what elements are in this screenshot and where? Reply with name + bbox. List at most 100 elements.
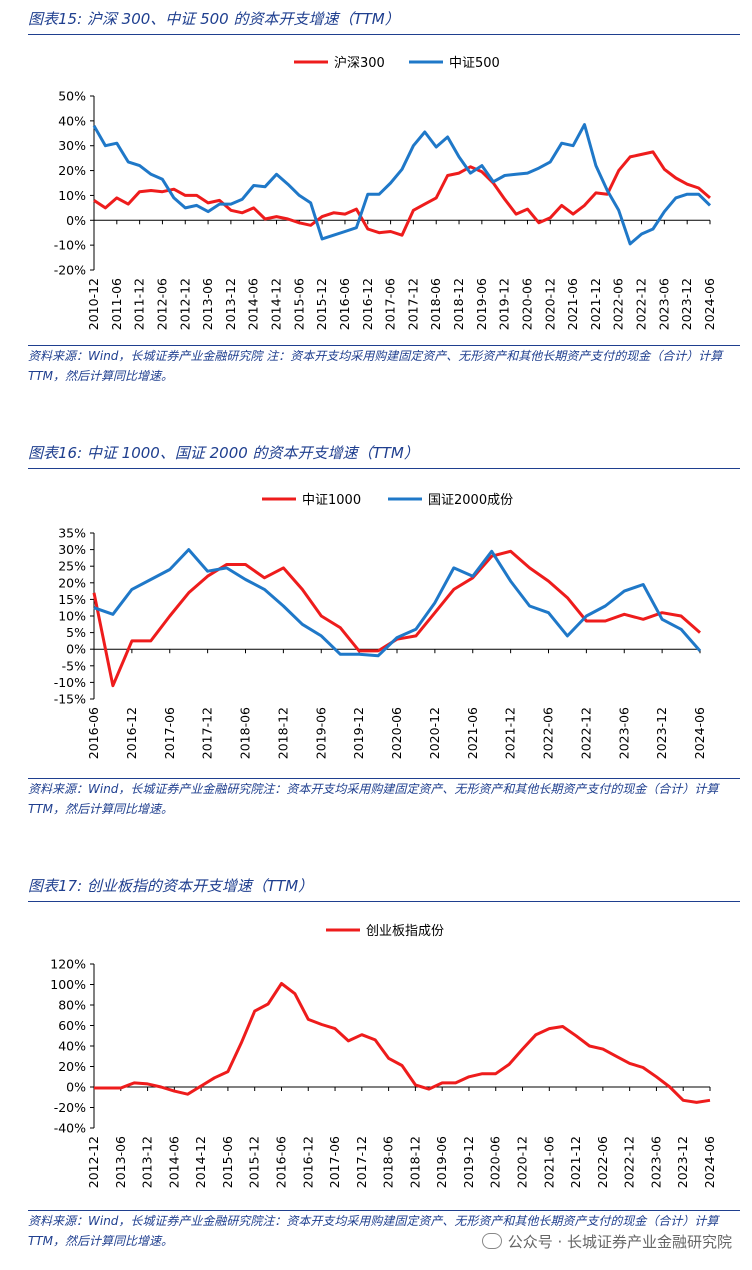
y-tick-label: 30%	[58, 542, 86, 557]
x-tick-label: 2014-12	[269, 278, 284, 330]
figure-title: 图表16: 中证 1000、国证 2000 的资本开支增速（TTM）	[28, 444, 419, 462]
y-tick-label: -10%	[54, 238, 86, 253]
x-tick-label: 2024-06	[692, 707, 707, 759]
legend-label: 创业板指成份	[366, 924, 444, 939]
series-line-2	[92, 123, 712, 246]
x-tick-label: 2013-12	[223, 278, 238, 330]
y-tick-label: 5%	[66, 625, 86, 640]
y-tick-label: 40%	[58, 113, 86, 128]
y-tick-label: 100%	[50, 977, 86, 992]
source-rule	[28, 1210, 740, 1211]
x-tick-label: 2021-12	[503, 707, 518, 759]
x-tick-label: 2015-06	[291, 278, 306, 330]
y-tick-label: 10%	[58, 609, 86, 624]
y-tick-label: 20%	[58, 163, 86, 178]
x-tick-label: 2010-12	[86, 278, 101, 330]
wechat-watermark: 公众号 · 长城证券产业金融研究院	[481, 1231, 732, 1252]
x-tick-label: 2022-06	[595, 1136, 610, 1188]
x-tick-label: 2023-06	[616, 707, 631, 759]
x-tick-label: 2018-06	[428, 278, 443, 330]
x-tick-label: 2016-12	[360, 278, 375, 330]
x-tick-label: 2021-12	[568, 1136, 583, 1188]
y-tick-label: 30%	[58, 138, 86, 153]
x-tick-label: 2023-06	[648, 1136, 663, 1188]
x-tick-label: 2011-12	[132, 278, 147, 330]
x-tick-label: 2013-12	[140, 1136, 155, 1188]
source-note: 资料来源：Wind，长城证券产业金融研究院 注：资本开支均采用购建固定资产、无形…	[28, 349, 723, 383]
x-tick-label: 2011-06	[109, 278, 124, 330]
y-tick-label: 80%	[58, 998, 86, 1013]
x-tick-label: 2021-06	[565, 278, 580, 330]
x-tick-label: 2014-06	[246, 278, 261, 330]
y-tick-label: 10%	[58, 188, 86, 203]
x-tick-label: 2016-06	[273, 1136, 288, 1188]
y-tick-label: 0%	[66, 1080, 86, 1095]
chart-3: -40% -20% 0% 20% 40% 60% 80% 100% 120% 2012-12 201…	[50, 924, 717, 1188]
x-tick-label: 2020-06	[488, 1136, 503, 1188]
y-tick-label: 25%	[58, 559, 86, 574]
y-tick-label: 60%	[58, 1018, 86, 1033]
y-tick-label: 15%	[58, 592, 86, 607]
x-tick-label: 2022-06	[611, 278, 626, 330]
x-tick-label: 2019-12	[497, 278, 512, 330]
x-tick-label: 2017-12	[354, 1136, 369, 1188]
x-tick-label: 2019-12	[461, 1136, 476, 1188]
series-line-1	[93, 150, 711, 237]
source-rule	[28, 345, 740, 346]
x-tick-label: 2012-06	[154, 278, 169, 330]
x-tick-label: 2018-06	[238, 707, 253, 759]
x-tick-label: 2017-06	[162, 707, 177, 759]
x-tick-label: 2023-12	[679, 278, 694, 330]
y-tick-label: -15%	[54, 692, 86, 707]
y-tick-label: 120%	[50, 957, 86, 972]
y-tick-label: -20%	[54, 1100, 86, 1115]
x-tick-label: 2016-06	[86, 707, 101, 759]
x-tick-label: 2020-12	[515, 1136, 530, 1188]
x-tick-label: 2017-06	[383, 278, 398, 330]
x-tick-label: 2017-06	[327, 1136, 342, 1188]
x-tick-label: 2022-06	[541, 707, 556, 759]
x-tick-label: 2021-12	[588, 278, 603, 330]
x-tick-label: 2023-06	[656, 278, 671, 330]
x-tick-label: 2023-12	[654, 707, 669, 759]
x-tick-label: 2022-12	[622, 1136, 637, 1188]
x-tick-label: 2020-06	[389, 707, 404, 759]
y-tick-label: 0%	[66, 213, 86, 228]
x-tick-label: 2020-12	[542, 278, 557, 330]
y-tick-label: 40%	[58, 1039, 86, 1054]
source-note: 资料来源：Wind，长城证券产业金融研究院注：资本开支均采用购建固定资产、无形资…	[28, 1214, 719, 1248]
y-tick-label: 50%	[58, 89, 86, 104]
source-note: 资料来源：Wind，长城证券产业金融研究院注：资本开支均采用购建固定资产、无形资…	[28, 782, 719, 816]
x-tick-label: 2021-06	[465, 707, 480, 759]
y-tick-label: 35%	[58, 526, 86, 541]
x-tick-label: 2018-12	[275, 707, 290, 759]
x-tick-label: 2013-06	[113, 1136, 128, 1188]
chart-1: -20% -10% 0% 10% 20% 30% 40% 50% 2010-12 2011-06 2…	[54, 55, 717, 330]
x-tick-label: 2020-06	[519, 278, 534, 330]
x-tick-label: 2021-06	[541, 1136, 556, 1188]
x-tick-label: 2016-06	[337, 278, 352, 330]
x-tick-label: 2019-12	[351, 707, 366, 759]
x-tick-label: 2012-12	[86, 1136, 101, 1188]
y-tick-label: -5%	[62, 658, 86, 673]
x-tick-label: 2015-12	[247, 1136, 262, 1188]
y-tick-label: 20%	[58, 1059, 86, 1074]
series-line-1	[92, 549, 701, 688]
x-tick-label: 2012-12	[177, 278, 192, 330]
y-tick-label: 20%	[58, 575, 86, 590]
y-tick-label: 0%	[66, 642, 86, 657]
x-tick-label: 2023-12	[675, 1136, 690, 1188]
x-tick-label: 2015-12	[314, 278, 329, 330]
x-tick-label: 2018-12	[407, 1136, 422, 1188]
watermark-text: 公众号 · 长城证券产业金融研究院	[507, 1233, 732, 1251]
x-tick-label: 2017-12	[200, 707, 215, 759]
figure-title: 图表17: 创业板指的资本开支增速（TTM）	[28, 877, 314, 895]
x-tick-label: 2022-12	[578, 707, 593, 759]
y-tick-label: -10%	[54, 675, 86, 690]
series-line-1	[94, 982, 711, 1104]
x-tick-label: 2019-06	[434, 1136, 449, 1188]
x-tick-label: 2017-12	[405, 278, 420, 330]
x-tick-label: 2014-06	[166, 1136, 181, 1188]
source-rule	[28, 778, 740, 779]
x-tick-label: 2016-12	[124, 707, 139, 759]
